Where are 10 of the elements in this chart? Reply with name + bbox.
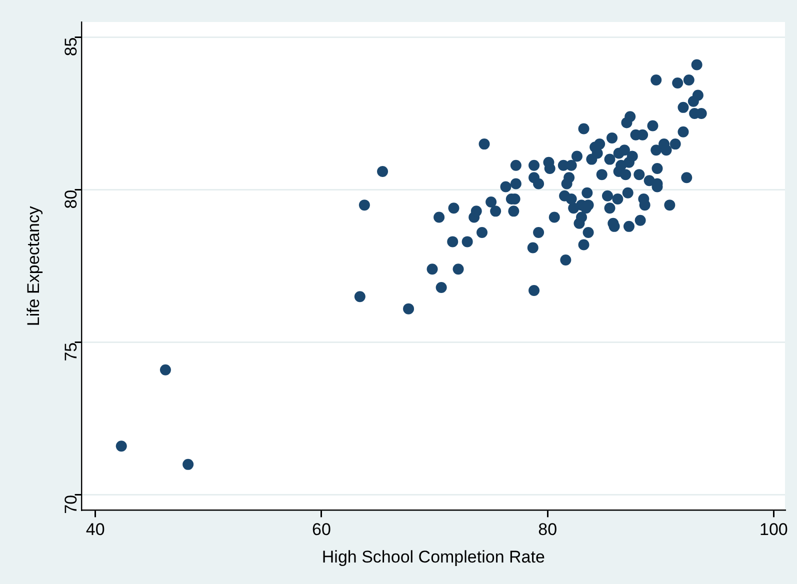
x-axis-title: High School Completion Rate [322,547,545,566]
y-tick-label: 85 [61,37,80,56]
y-tick-label: 80 [61,190,80,209]
x-tick-label: 100 [760,520,788,540]
x-tick-label: 40 [86,520,105,540]
y-axis-title: Life Expectancy [24,206,43,326]
y-tick-label: 75 [61,342,80,362]
x-tick-label: 80 [538,520,558,540]
x-tick-label: 60 [312,520,331,540]
y-tick-label: 70 [61,494,80,514]
